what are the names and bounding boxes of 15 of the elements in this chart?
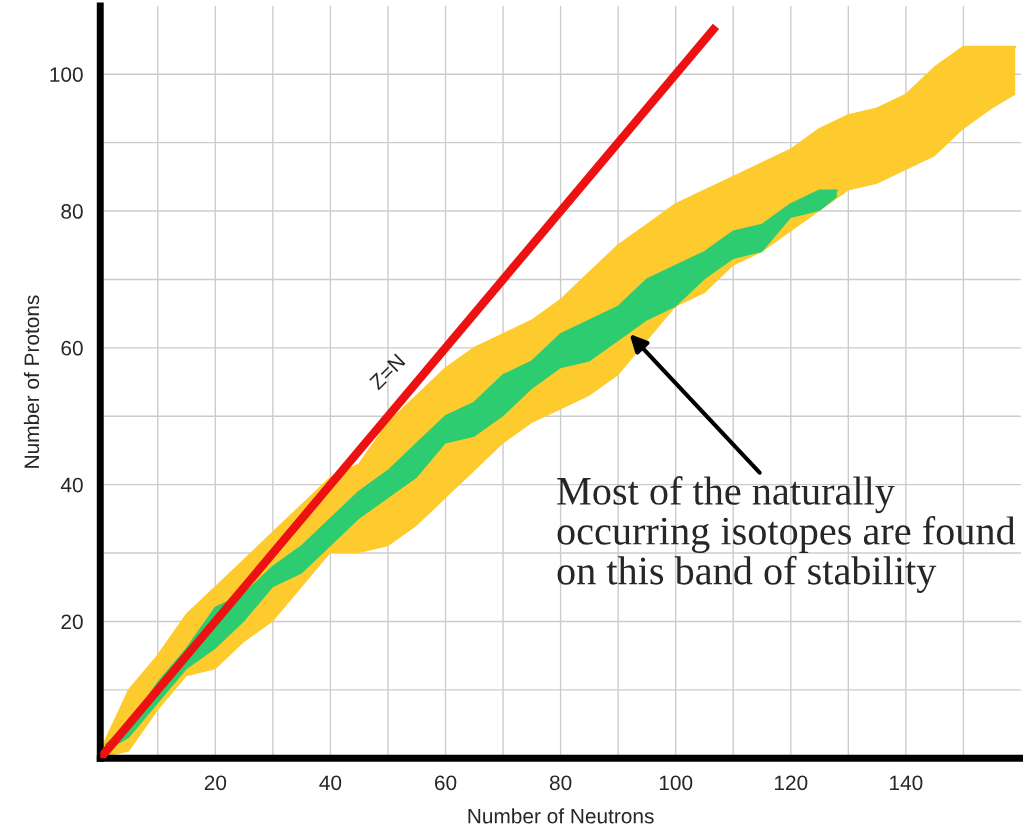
y-tick-label: 40 — [60, 477, 83, 493]
x-tick-label: 140 — [890, 775, 923, 791]
y-axis-title: Number of Protons — [23, 295, 40, 468]
y-tick-label: 20 — [61, 614, 83, 630]
y-tick-label: 60 — [61, 340, 83, 356]
annotation: Most of the naturally occurring isotopes are found on this band of stability — [557, 476, 1016, 593]
y-tick-label: 100 — [50, 67, 83, 83]
x-tick-label: 100 — [659, 775, 693, 791]
x-tick-label: 120 — [774, 775, 808, 791]
x-axis-title: Number of Neutrons — [468, 808, 654, 824]
x-tick-label: 20 — [204, 775, 227, 791]
x-tick-label: 40 — [319, 775, 342, 791]
x-tick-label: 60 — [434, 775, 457, 791]
x-tick-label: 80 — [549, 775, 572, 791]
y-tick-label: 80 — [61, 204, 83, 219]
